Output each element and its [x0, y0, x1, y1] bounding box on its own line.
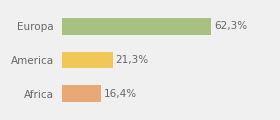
- Text: 21,3%: 21,3%: [115, 55, 148, 65]
- Bar: [62, 18, 211, 35]
- Text: 62,3%: 62,3%: [214, 21, 247, 31]
- Bar: [62, 85, 101, 102]
- Text: 16,4%: 16,4%: [103, 89, 137, 99]
- Bar: [62, 52, 113, 68]
